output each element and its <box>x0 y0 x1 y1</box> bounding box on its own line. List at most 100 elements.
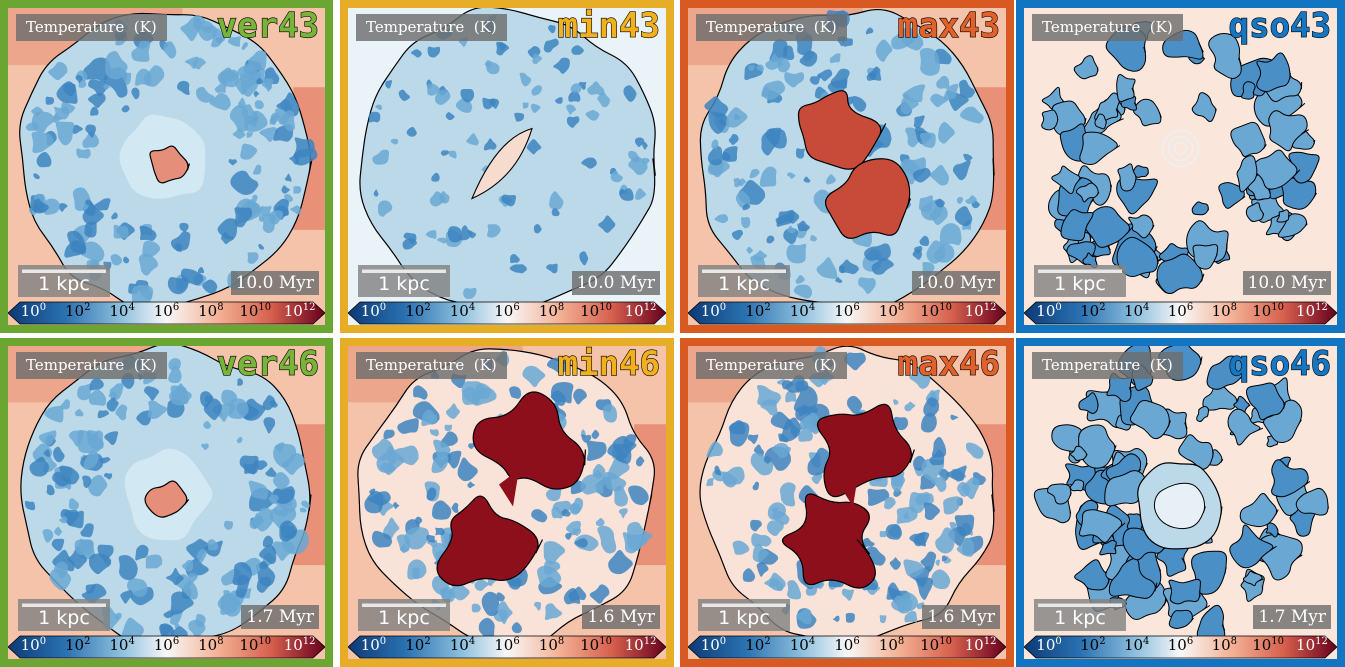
colorbar: 100 102 104 106 108 1010 1012 <box>348 635 666 659</box>
outflow-lobe <box>781 493 876 589</box>
colorbar-tick-label: 104 <box>449 636 476 654</box>
cold-clump <box>1069 479 1085 492</box>
run-name: qso43 <box>1228 6 1332 47</box>
colorbar-tick-label: 102 <box>65 636 91 654</box>
run-name: max43 <box>897 6 1001 47</box>
cold-clump <box>1116 236 1159 278</box>
colorbar: 100 102 104 106 108 1010 1012 <box>1024 301 1337 325</box>
colorbar-tick-label: 106 <box>1167 636 1194 654</box>
cold-clump <box>1245 382 1286 421</box>
cold-clump <box>1227 408 1264 446</box>
scale-bar-label: 1 kpc <box>718 273 770 295</box>
colorbar-tick-label: 100 <box>700 302 727 320</box>
colorbar-tick-label: 1010 <box>1252 636 1285 654</box>
colorbar-tick-label: 1012 <box>624 636 657 654</box>
cold-clump <box>1245 202 1264 223</box>
colorbar-tick-label: 106 <box>153 636 180 654</box>
colorbar-gradient <box>8 301 325 325</box>
cold-clump <box>1229 524 1277 569</box>
colorbar-tick-label: 1010 <box>239 636 272 654</box>
simulation-panel-max46: Temperature (K) max46 1 kpc 1.6 Myr 100 102 10… <box>680 338 1014 667</box>
colorbar-gradient <box>688 635 1006 659</box>
colorbar-tick-label: 104 <box>789 636 816 654</box>
cold-clump <box>1206 355 1245 390</box>
cold-clump <box>1133 165 1150 178</box>
colorbar-tick-label: 1012 <box>1296 636 1328 654</box>
scale-bar-label: 1 kpc <box>1054 273 1106 295</box>
cold-clump <box>1263 399 1303 443</box>
scale-bar-line <box>1038 603 1122 607</box>
colorbar-tick-label: 106 <box>1167 302 1194 320</box>
colorbar-tick-label: 102 <box>65 302 91 320</box>
colorbar-tick-label: 106 <box>153 302 180 320</box>
colorbar-tick-label: 106 <box>834 636 860 654</box>
cold-clump <box>1202 383 1239 411</box>
simulation-panel-min43: Temperature (K) min43 1 kpc 10.0 Myr 100 102 1… <box>340 0 674 333</box>
cold-clump <box>1099 539 1117 556</box>
colorbar-tick-label: 106 <box>494 302 520 320</box>
simulation-panel-ver46: Temperature (K) ver46 1 kpc 1.7 Myr 100 102 10… <box>0 338 333 667</box>
cold-clump <box>1191 92 1217 123</box>
scale-bar: 1 kpc <box>18 265 110 297</box>
colorbar-label: Temperature (K) <box>1032 352 1183 379</box>
scale-bar: 1 kpc <box>698 599 790 631</box>
scale-bar-label: 1 kpc <box>38 273 90 295</box>
time-label: 10.0 Myr <box>571 271 660 295</box>
cold-clump <box>1051 165 1083 195</box>
cold-clump <box>1078 424 1117 469</box>
temperature-map <box>348 8 666 325</box>
cold-clump <box>1271 459 1311 498</box>
simulation-panel-max43: Temperature (K) max43 1 kpc 10.0 Myr 100 102 1… <box>680 0 1014 333</box>
colorbar-tick-label: 104 <box>789 302 816 320</box>
colorbar-tick-label: 1012 <box>283 302 316 320</box>
scale-bar-line <box>362 269 446 273</box>
colorbar-tick-label: 1010 <box>580 302 612 320</box>
run-name: min46 <box>557 344 661 385</box>
outflow-lobe <box>825 158 912 239</box>
cold-clump <box>1060 209 1094 242</box>
hot-bubble <box>144 480 190 518</box>
colorbar-label: Temperature (K) <box>16 14 167 41</box>
colorbar-tick-label: 104 <box>109 636 135 654</box>
scale-bar-line <box>22 603 106 607</box>
time-label: 10.0 Myr <box>230 271 319 295</box>
cold-clump <box>1129 399 1171 440</box>
colorbar-tick-label: 100 <box>1036 636 1062 654</box>
hot-bubble <box>149 145 191 184</box>
cold-clump <box>1079 131 1121 166</box>
scale-bar-label: 1 kpc <box>1054 607 1106 629</box>
time-label: 10.0 Myr <box>1242 271 1331 295</box>
scale-bar-line <box>1038 269 1122 273</box>
colorbar: 100 102 104 106 108 1010 1012 <box>1024 635 1337 659</box>
colorbar-gradient <box>8 635 325 659</box>
scale-bar-label: 1 kpc <box>38 607 90 629</box>
scale-bar: 1 kpc <box>1034 599 1126 631</box>
colorbar-tick-label: 1010 <box>580 636 612 654</box>
cold-clump <box>1239 493 1279 528</box>
colorbar-tick-label: 108 <box>878 636 905 654</box>
cold-clump <box>1094 113 1107 130</box>
outflow-lobe <box>797 90 887 170</box>
cold-clump <box>1108 558 1158 599</box>
scale-bar-label: 1 kpc <box>378 607 430 629</box>
scale-bar-label: 1 kpc <box>718 607 770 629</box>
cold-clump <box>1156 253 1205 294</box>
cold-clump <box>1230 121 1267 157</box>
cold-clump <box>1117 163 1137 192</box>
colorbar-gradient <box>1024 301 1337 325</box>
time-label: 1.6 Myr <box>922 605 1000 629</box>
colorbar-tick-label: 100 <box>1036 302 1062 320</box>
colorbar-tick-label: 104 <box>449 302 476 320</box>
scale-bar-label: 1 kpc <box>378 273 430 295</box>
colorbar-tick-label: 102 <box>745 636 771 654</box>
cold-clump <box>1288 151 1320 184</box>
colorbar-gradient <box>348 635 666 659</box>
colorbar-tick-label: 1012 <box>964 302 997 320</box>
run-name: min43 <box>557 6 661 47</box>
colorbar-tick-label: 100 <box>700 636 727 654</box>
cold-clump <box>1265 522 1279 538</box>
colorbar-tick-label: 102 <box>1080 302 1106 320</box>
cold-clump <box>1104 470 1146 507</box>
colorbar-label: Temperature (K) <box>356 14 507 41</box>
simulation-panel-min46: Temperature (K) min46 1 kpc 1.6 Myr 100 102 10… <box>340 338 674 667</box>
